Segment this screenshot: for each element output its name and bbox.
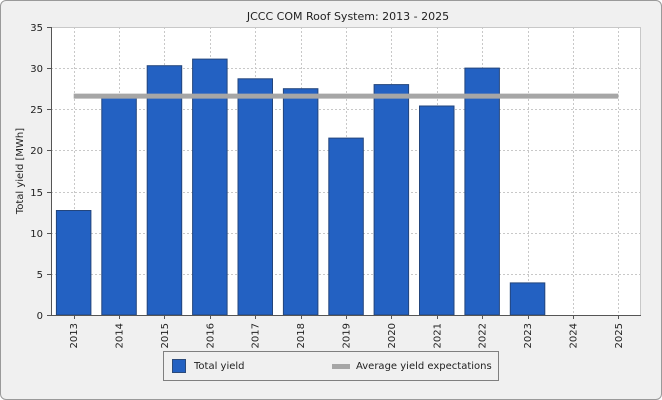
x-tick-label: 2025: [614, 323, 625, 348]
x-tick-label: 2023: [523, 323, 534, 348]
legend-bar-swatch: [172, 359, 186, 373]
bar-2013: [55, 210, 92, 316]
legend-item-total-yield: Total yield: [172, 352, 245, 380]
bar-2015: [146, 65, 183, 316]
x-tick-label: 2018: [296, 323, 307, 348]
bar-2019: [328, 137, 364, 316]
x-tick-label: 2013: [69, 323, 80, 348]
x-tick-label: 2022: [478, 323, 489, 348]
bar-2017: [237, 78, 273, 316]
bar-2021: [419, 105, 455, 316]
y-tick-label: 10: [30, 229, 43, 240]
legend-item-average-yield: Average yield expectations: [332, 352, 492, 380]
y-tick-label: 20: [30, 146, 43, 157]
x-tick-label: 2016: [205, 323, 216, 348]
bar-2023: [509, 282, 546, 316]
y-tick-label: 15: [30, 188, 43, 199]
legend: Total yield Average yield expectations: [163, 351, 499, 381]
chart-title: JCCC COM Roof System: 2013 - 2025: [246, 10, 449, 23]
y-tick-label: 5: [37, 270, 43, 281]
x-tick-label: 2020: [387, 323, 398, 348]
y-tick-label: 30: [30, 64, 43, 75]
y-axis-title: Total yield [MWh]: [15, 128, 26, 215]
y-tick-label: 35: [30, 23, 43, 34]
x-tick-label: 2021: [432, 323, 443, 348]
legend-line-swatch: [332, 363, 350, 369]
x-tick-label: 2019: [342, 323, 353, 348]
y-tick-label: 25: [30, 105, 43, 116]
bar-series: [55, 58, 546, 316]
x-tick-label: 2014: [115, 323, 126, 348]
axes: [47, 27, 641, 319]
bar-2020: [373, 84, 410, 316]
x-tick-label: 2017: [251, 323, 262, 348]
bar-2018: [282, 88, 319, 316]
bar-2016: [192, 58, 228, 316]
bar-2014: [101, 96, 137, 316]
legend-label-average-yield: Average yield expectations: [356, 360, 492, 372]
x-tick-labels: 2013 2014 2015 2016 2017 2018 2019 2020 2021 2022…: [69, 323, 625, 348]
bar-2022: [464, 67, 500, 316]
x-tick-label: 2015: [160, 323, 171, 348]
y-tick-labels: 0 5 10 15 20 25 30 35: [30, 23, 43, 322]
x-tick-label: 2024: [568, 323, 579, 348]
legend-label-total-yield: Total yield: [194, 360, 245, 372]
y-tick-label: 0: [37, 311, 43, 322]
